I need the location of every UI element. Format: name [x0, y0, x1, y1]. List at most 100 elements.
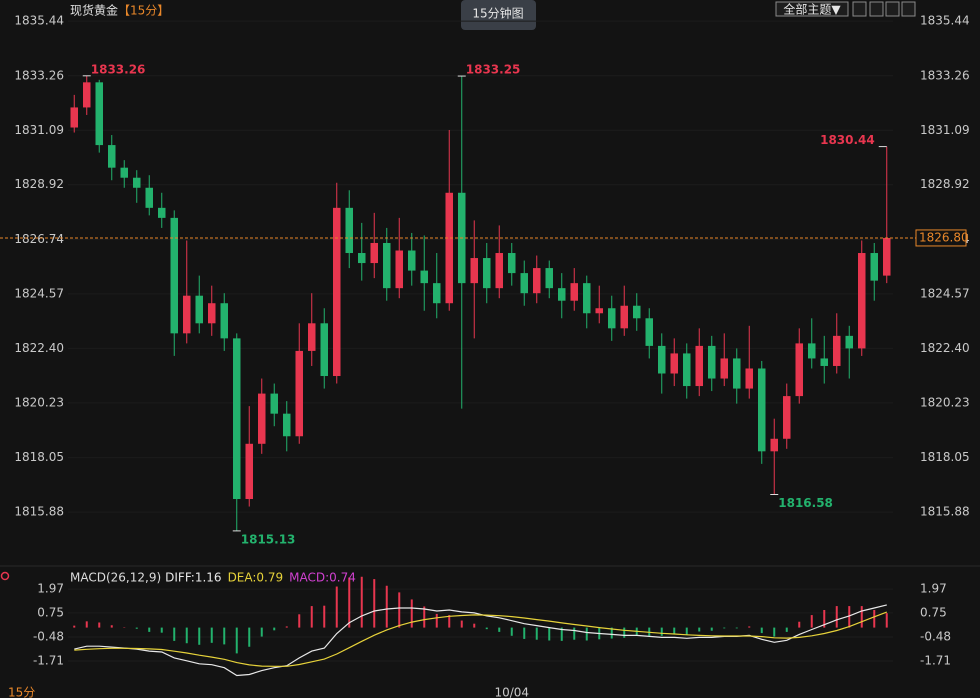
candle-body	[95, 82, 103, 146]
candle-body	[608, 308, 616, 329]
y-tick-label-right: 1818.05	[920, 450, 970, 464]
period-label: 【15分】	[118, 4, 169, 18]
y-tick-label: -1.71	[33, 654, 64, 668]
macd-line	[74, 611, 888, 667]
tool-button[interactable]	[901, 1, 916, 17]
candle-body	[283, 413, 291, 437]
y-tick-label-right: 1835.44	[920, 14, 970, 28]
candle-body	[495, 253, 503, 289]
tool-button[interactable]	[885, 1, 900, 17]
candle-body	[683, 353, 691, 387]
y-tick-label: 1824.57	[14, 286, 64, 300]
symbol-name: 现货黄金	[70, 3, 118, 18]
candle-body	[645, 318, 653, 346]
candle-body	[845, 335, 853, 349]
y-tick-label-right: 1820.23	[920, 395, 970, 409]
y-tick-label-right: 1815.88	[920, 505, 970, 519]
y-tick-label: 1822.40	[14, 341, 64, 355]
candle-body	[758, 368, 766, 452]
candle-body	[320, 323, 328, 377]
candle-body	[220, 303, 228, 339]
y-tick-label: 1831.09	[14, 123, 64, 137]
candle-body	[133, 177, 141, 188]
tool-buttons[interactable]	[852, 1, 916, 17]
last-price-box	[915, 229, 967, 247]
y-tick-label-right: -0.48	[920, 629, 951, 643]
candle-body	[620, 305, 628, 329]
candle-body	[633, 305, 641, 319]
theme-button-label[interactable]: 全部主题▼	[783, 2, 841, 17]
candle-body	[570, 283, 578, 301]
candle-body	[183, 295, 191, 334]
theme-button[interactable]	[775, 1, 849, 17]
y-tick-label: 1818.05	[14, 450, 64, 464]
candle-body	[258, 393, 266, 444]
candle-body	[670, 353, 678, 374]
candle-body	[520, 273, 528, 294]
candle-body	[445, 192, 453, 304]
y-tick-label-right: 1824.57	[920, 286, 970, 300]
candle-body	[708, 345, 716, 379]
tab-label[interactable]: 15分钟图	[472, 6, 523, 21]
y-tick-label-right: 1831.09	[920, 123, 970, 137]
legend-entry: DIFF:1.16	[165, 571, 221, 585]
period-footer: 15分	[8, 686, 35, 698]
candle-body	[383, 242, 391, 289]
candle-body	[858, 253, 866, 349]
candle-body	[470, 258, 478, 284]
candle-body	[358, 253, 366, 264]
candle-body	[545, 268, 553, 289]
candle-body	[433, 283, 441, 304]
candle-body	[595, 308, 603, 314]
y-tick-label-right: 1828.92	[920, 177, 970, 191]
candle-body	[883, 237, 891, 276]
candle-body	[508, 253, 516, 274]
candle-body	[720, 358, 728, 379]
candle-body	[483, 258, 491, 289]
annotation-label: 1833.25	[466, 63, 521, 77]
y-tick-label-right: 1.97	[920, 582, 947, 596]
tab[interactable]	[461, 0, 536, 30]
annotation-label: 1816.58	[778, 496, 833, 510]
y-tick-label: 0.75	[37, 605, 64, 619]
y-tick-label-right: 1822.40	[920, 341, 970, 355]
candle-body	[70, 107, 78, 128]
candle-body	[295, 350, 303, 437]
candle-body	[145, 187, 153, 208]
y-tick-label: 1835.44	[14, 14, 64, 28]
candle-body	[533, 268, 541, 294]
candle-body	[695, 345, 703, 387]
y-tick-label: -0.48	[33, 629, 64, 643]
candle-body	[83, 82, 91, 108]
y-tick-label-right: 0.75	[920, 605, 947, 619]
last-price-label: 1826.80	[919, 230, 969, 244]
candle-body	[195, 295, 203, 324]
indicator-icon[interactable]	[0, 571, 10, 581]
y-tick-label: 1815.88	[14, 505, 64, 519]
candle-body	[583, 283, 591, 314]
candle-body	[808, 343, 816, 359]
legend-entry: DEA:0.79	[228, 571, 284, 585]
candle-body	[158, 207, 166, 218]
candle-body	[395, 250, 403, 289]
candle-body	[345, 207, 353, 254]
candle-body	[783, 396, 791, 439]
candle-body	[108, 145, 116, 168]
candle-body	[208, 303, 216, 324]
y-tick-label-right: 1833.26	[920, 68, 970, 82]
candle-body	[308, 323, 316, 351]
tool-button[interactable]	[869, 1, 884, 17]
candle-body	[170, 217, 178, 334]
candle-body	[408, 250, 416, 271]
candle-body	[745, 368, 753, 389]
annotation-label: 1815.13	[241, 532, 296, 546]
y-tick-label: 1833.26	[14, 68, 64, 82]
x-tick-label: 10/04	[494, 686, 529, 698]
indicator-title: MACD(26,12,9)	[70, 571, 161, 585]
tool-button[interactable]	[852, 1, 867, 17]
candle-body	[120, 167, 128, 178]
candle-body	[333, 207, 341, 377]
candle-body	[245, 443, 253, 500]
